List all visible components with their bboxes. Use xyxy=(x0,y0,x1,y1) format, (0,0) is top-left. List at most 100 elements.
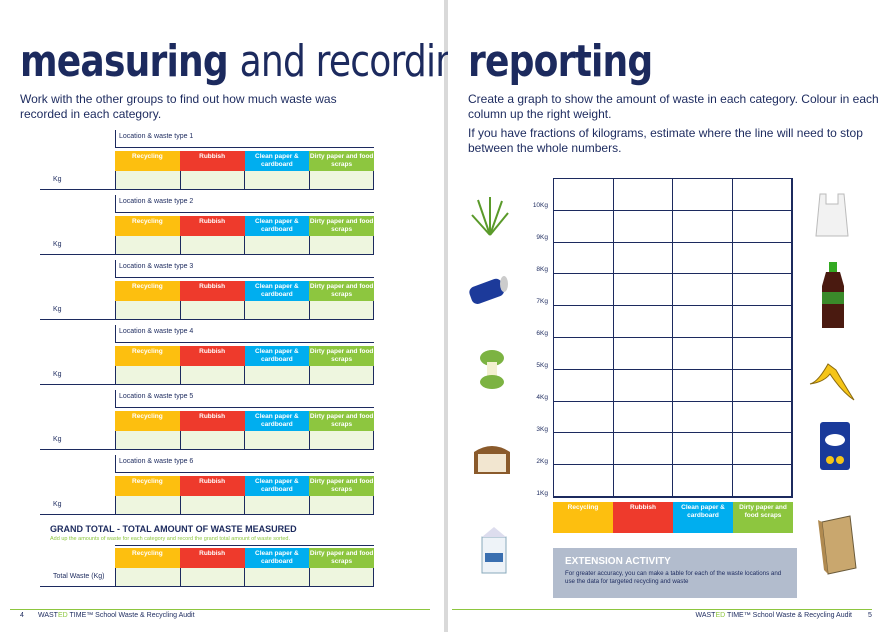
graph-cell[interactable] xyxy=(732,179,792,211)
kg-cell[interactable] xyxy=(308,171,374,189)
graph-cell[interactable] xyxy=(613,210,673,243)
intro-text: Work with the other groups to find out h… xyxy=(20,92,337,121)
header-rubbish: Rubbish xyxy=(179,548,245,568)
total-cell[interactable] xyxy=(244,568,309,586)
header-recycling: Recycling xyxy=(115,548,180,568)
graph-cell[interactable] xyxy=(732,369,792,402)
graph-cell[interactable] xyxy=(732,242,792,275)
graph-cell[interactable] xyxy=(554,179,614,211)
graph-cell[interactable] xyxy=(673,465,733,497)
kg-cell[interactable] xyxy=(115,366,180,384)
kg-cell[interactable] xyxy=(244,366,309,384)
total-cell[interactable] xyxy=(179,568,244,586)
graph-cell[interactable] xyxy=(673,210,733,243)
graph-cell[interactable] xyxy=(613,306,673,338)
kg-cell[interactable] xyxy=(179,301,244,319)
kg-cell[interactable] xyxy=(308,301,374,319)
kg-cell[interactable] xyxy=(115,496,180,514)
waste-table-2: Location & waste type 2 Recycling Rubbish… xyxy=(40,195,374,257)
graph-cell[interactable] xyxy=(732,337,792,370)
kg-cell[interactable] xyxy=(244,236,309,254)
category-header: Dirty paper and food scraps xyxy=(309,346,374,366)
graph-cell[interactable] xyxy=(613,274,673,307)
graph-cell[interactable] xyxy=(732,274,792,307)
category-header: Rubbish xyxy=(179,151,245,171)
graph-cell[interactable] xyxy=(554,401,614,434)
graph-cell[interactable] xyxy=(673,242,733,275)
graph-grid[interactable] xyxy=(553,178,793,498)
graph-cell[interactable] xyxy=(554,274,614,307)
graph-cell[interactable] xyxy=(732,465,792,497)
kg-cell[interactable] xyxy=(179,236,244,254)
kg-cell[interactable] xyxy=(244,301,309,319)
graph-cell[interactable] xyxy=(613,465,673,497)
cardboard-box-image xyxy=(816,514,857,575)
category-header: Dirty paper and food scraps xyxy=(309,151,374,171)
grand-total-subtitle: Add up the amounts of waste for each cat… xyxy=(50,536,291,542)
graph-cell[interactable] xyxy=(613,369,673,402)
kg-cell[interactable] xyxy=(115,171,180,189)
category-header: Clean paper & cardboard xyxy=(244,346,310,366)
y-axis-label: 6Kg xyxy=(536,330,548,337)
banana-peel-image xyxy=(808,362,855,406)
kg-cell[interactable] xyxy=(179,431,244,449)
graph-cell[interactable] xyxy=(613,433,673,466)
kg-cell[interactable] xyxy=(308,496,374,514)
graph-cell[interactable] xyxy=(613,401,673,434)
graph-cell[interactable] xyxy=(613,179,673,211)
graph-cell[interactable] xyxy=(673,337,733,370)
graph-cell[interactable] xyxy=(673,433,733,466)
graph-cell[interactable] xyxy=(554,306,614,338)
category-header: Clean paper & cardboard xyxy=(244,476,310,496)
kg-cell[interactable] xyxy=(308,236,374,254)
graph-cell[interactable] xyxy=(673,369,733,402)
graph-cell[interactable] xyxy=(732,401,792,434)
kg-cell[interactable] xyxy=(244,431,309,449)
graph-cell[interactable] xyxy=(673,179,733,211)
y-axis-label: 1Kg xyxy=(536,490,548,497)
kg-cell[interactable] xyxy=(244,171,309,189)
category-header: Rubbish xyxy=(179,216,245,236)
graph-cell[interactable] xyxy=(673,401,733,434)
category-header: Clean paper & cardboard xyxy=(244,151,310,171)
location-label: Location & waste type 6 xyxy=(115,455,374,473)
grand-total-table: Recycling Rubbish Clean paper & cardboar… xyxy=(40,527,374,589)
y-axis-label: 4Kg xyxy=(536,394,548,401)
kg-cell[interactable] xyxy=(308,431,374,449)
kg-label: Kg xyxy=(53,436,62,443)
graph-cell[interactable] xyxy=(554,369,614,402)
graph-cell[interactable] xyxy=(673,274,733,307)
graph-cell[interactable] xyxy=(554,433,614,466)
kg-cell[interactable] xyxy=(179,496,244,514)
category-header: Rubbish xyxy=(179,411,245,431)
graph-cell[interactable] xyxy=(732,306,792,338)
graph-cell[interactable] xyxy=(554,242,614,275)
kg-cell[interactable] xyxy=(115,301,180,319)
kg-label: Kg xyxy=(53,241,62,248)
graph-cell[interactable] xyxy=(554,210,614,243)
total-cell[interactable] xyxy=(308,568,374,586)
graph-cell[interactable] xyxy=(613,242,673,275)
intro-text-1: Create a graph to show the amount of was… xyxy=(468,92,879,121)
graph-cell[interactable] xyxy=(673,306,733,338)
graph-cell[interactable] xyxy=(732,210,792,243)
graph-cell[interactable] xyxy=(732,433,792,466)
category-header: Recycling xyxy=(115,216,180,236)
kg-cell[interactable] xyxy=(179,171,244,189)
y-axis-label: 9Kg xyxy=(536,234,548,241)
graph-cell[interactable] xyxy=(554,465,614,497)
extension-title: EXTENSION ACTIVITY xyxy=(565,556,671,567)
total-cell[interactable] xyxy=(115,568,180,586)
graph-cell[interactable] xyxy=(613,337,673,370)
kg-cell[interactable] xyxy=(244,496,309,514)
graph-cell[interactable] xyxy=(554,337,614,370)
kg-cell[interactable] xyxy=(179,366,244,384)
kg-cell[interactable] xyxy=(308,366,374,384)
extension-text: For greater accuracy, you can make a tab… xyxy=(565,570,782,585)
left-page: measuring and recording Work with the ot… xyxy=(0,0,480,632)
page-number: 5 xyxy=(868,612,872,619)
kg-cell[interactable] xyxy=(115,431,180,449)
kg-cell[interactable] xyxy=(115,236,180,254)
category-header: Dirty paper and food scraps xyxy=(309,281,374,301)
location-label: Location & waste type 4 xyxy=(115,325,374,343)
